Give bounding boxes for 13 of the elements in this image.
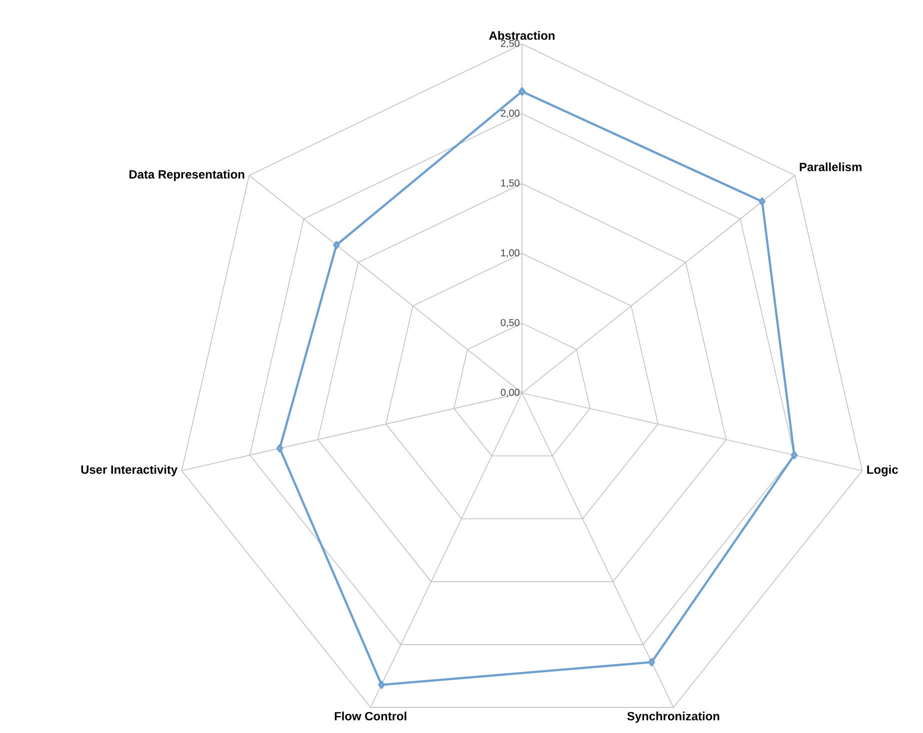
y-tick-label: 1,00 bbox=[501, 249, 520, 258]
spoke-label: Parallelism bbox=[800, 162, 862, 172]
spoke-label: User Interactivity bbox=[81, 465, 178, 476]
spoke-label: Flow Control bbox=[334, 712, 406, 720]
y-tick-label: 2,00 bbox=[500, 110, 520, 118]
spoke-label: Abstraction bbox=[489, 31, 554, 40]
y-tick-label: 0,00 bbox=[500, 388, 520, 398]
spoke-label: Logic bbox=[867, 465, 898, 476]
y-tick-label: 0,50 bbox=[500, 319, 520, 328]
spoke-label: Synchronization bbox=[627, 712, 720, 723]
y-tick-label: 1,50 bbox=[501, 179, 520, 188]
spoke-label: Data Representation bbox=[130, 170, 244, 181]
y-tick-label: 2,50 bbox=[500, 40, 520, 48]
